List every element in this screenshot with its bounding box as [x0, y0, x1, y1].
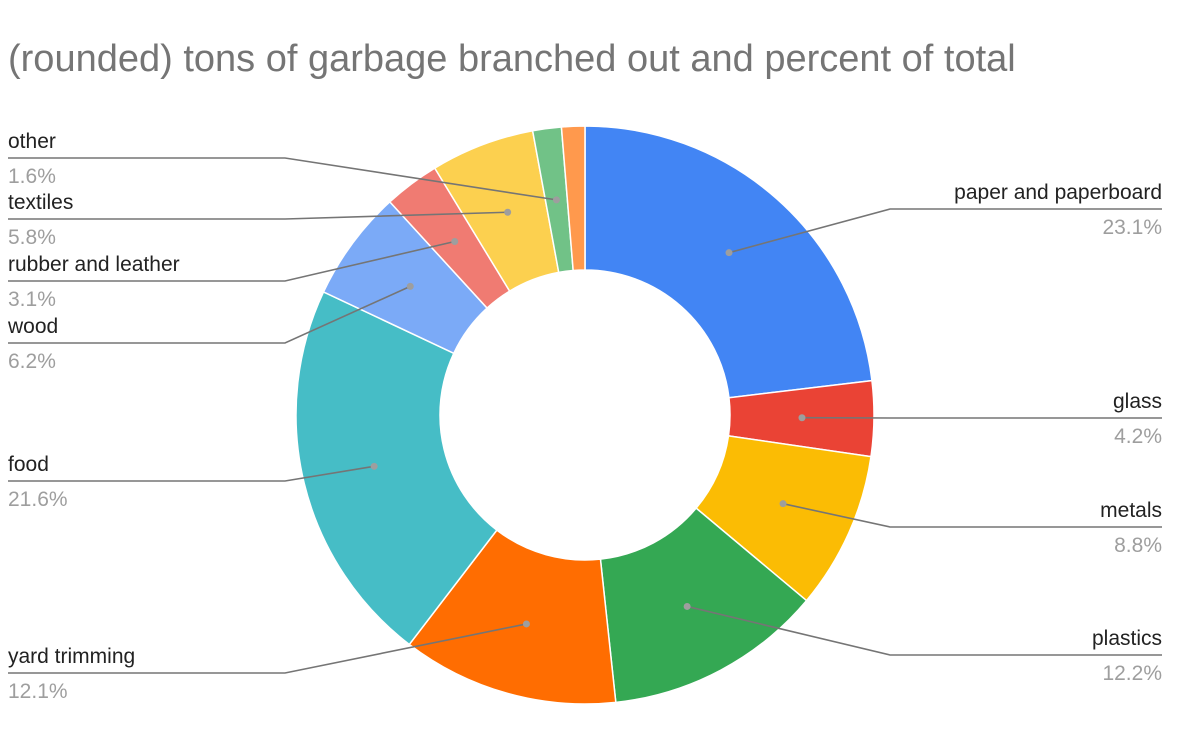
slice-percent-rubber-and-leather: 3.1% — [8, 288, 56, 311]
slice-label-glass: glass — [1113, 390, 1162, 413]
slice-percent-yard-trimming: 12.1% — [8, 680, 68, 703]
slice-yard-trimming[interactable] — [408, 529, 617, 705]
leader-line-paper-and-paperboard — [728, 208, 1162, 254]
chart-labels: paper and paperboard 23.1% glass 4.2% metals… — [7, 130, 1162, 703]
leader-line-rubber-and-leather — [8, 240, 455, 282]
leader-dot-other — [552, 196, 560, 204]
slice-percent-plastics: 12.2% — [1102, 662, 1162, 685]
slice-label-yard-trimming: yard trimming — [8, 645, 135, 668]
leader-line-yard-trimming — [8, 623, 527, 674]
slice-label-metals: metals — [1100, 499, 1162, 522]
leader-line-food — [8, 465, 375, 482]
leader-line-plastics — [686, 605, 1162, 656]
leader-dot-paper-and-paperboard — [725, 249, 733, 257]
slice-percent-food: 21.6% — [8, 488, 68, 511]
slice-percent-metals: 8.8% — [1114, 534, 1162, 557]
leader-dot-metals — [779, 500, 787, 508]
leader-dot-yard-trimming — [522, 620, 530, 628]
slice-percent-paper-and-paperboard: 23.1% — [1102, 216, 1162, 239]
leader-dot-textiles — [504, 208, 512, 216]
slice-label-other: other — [8, 130, 56, 153]
slice-label-paper-and-paperboard: paper and paperboard — [954, 181, 1162, 204]
slice-percent-other: 1.6% — [8, 165, 56, 188]
slice-percent-glass: 4.2% — [1114, 425, 1162, 448]
slice-label-textiles: textiles — [8, 191, 73, 214]
leader-line-other — [8, 157, 557, 201]
leader-line-metals — [782, 502, 1162, 528]
leader-dot-food — [370, 462, 378, 470]
chart-leader-lines — [8, 157, 1162, 674]
slice-food[interactable] — [295, 290, 498, 646]
slice-unlabeled[interactable] — [560, 125, 586, 272]
leader-dot-plastics — [683, 602, 691, 610]
leader-dot-wood — [406, 282, 414, 290]
slice-label-food: food — [8, 453, 49, 476]
slice-percent-wood: 6.2% — [8, 350, 56, 373]
leader-line-textiles — [8, 211, 508, 220]
slice-label-plastics: plastics — [1092, 627, 1162, 650]
slice-label-rubber-and-leather: rubber and leather — [8, 253, 180, 276]
leader-line-wood — [8, 285, 411, 344]
chart-title: (rounded) tons of garbage branched out a… — [8, 38, 1016, 80]
slice-percent-textiles: 5.8% — [8, 226, 56, 249]
slice-paper-and-paperboard[interactable] — [584, 125, 873, 399]
slice-label-wood: wood — [7, 315, 58, 338]
leader-dot-rubber-and-leather — [451, 237, 459, 245]
chart-slices — [295, 125, 875, 705]
leader-dot-glass — [798, 414, 806, 422]
